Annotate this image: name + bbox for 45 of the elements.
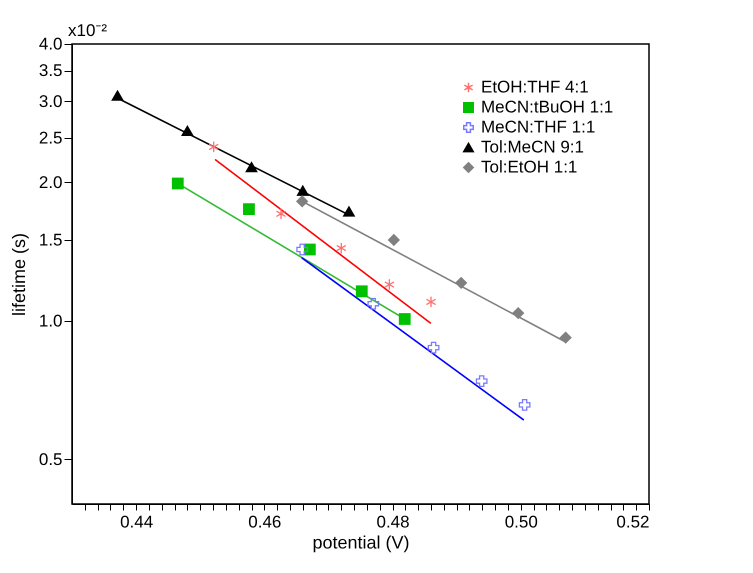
point xyxy=(428,342,440,354)
legend-label: Tol:MeCN 9:1 xyxy=(481,138,584,156)
point xyxy=(243,203,255,216)
point xyxy=(296,185,309,196)
point xyxy=(336,242,346,254)
point xyxy=(455,276,468,289)
legend-label: EtOH:THF 4:1 xyxy=(481,78,589,96)
x-tick-label: 0.50 xyxy=(504,512,538,532)
y-tick-label: 1.0 xyxy=(38,311,62,330)
point xyxy=(296,195,308,208)
point xyxy=(367,298,380,310)
point xyxy=(388,234,400,246)
point xyxy=(276,208,286,220)
point xyxy=(112,90,124,101)
y-tick-label: 0.5 xyxy=(38,450,62,469)
point xyxy=(384,278,395,290)
x-tick-label: 0.48 xyxy=(376,512,410,532)
point xyxy=(560,332,572,344)
point xyxy=(208,140,219,153)
point xyxy=(246,162,258,172)
x-tick-label: 0.44 xyxy=(120,512,154,532)
y-tick-label: 4.0 xyxy=(38,34,62,54)
y-tick-label: 2.5 xyxy=(38,128,62,148)
y-axis-title: lifetime (s) xyxy=(8,232,29,316)
legend-label: MeCN:THF 1:1 xyxy=(481,118,596,136)
x-tick-label: 0.46 xyxy=(248,512,282,532)
legend-label: MeCN:tBuOH 1:1 xyxy=(481,98,614,116)
text: x10⁻² xyxy=(68,21,108,40)
y-tick-label: 2.0 xyxy=(38,172,62,192)
point xyxy=(476,375,488,387)
y-tick-label: 3.0 xyxy=(38,92,62,111)
point xyxy=(343,206,355,217)
point xyxy=(296,244,308,256)
y-tick-label: 1.5 xyxy=(38,230,62,250)
point xyxy=(426,296,436,308)
point xyxy=(518,398,531,411)
point xyxy=(182,126,194,136)
point xyxy=(512,307,524,320)
point xyxy=(356,285,368,298)
x-axis-title: potential (V) xyxy=(312,532,410,552)
legend-label: Tol:EtOH 1:1 xyxy=(481,158,578,176)
x-tick-label: 0.52 xyxy=(616,512,650,532)
y-tick-label: 3.5 xyxy=(38,61,62,80)
point xyxy=(398,313,411,325)
point xyxy=(172,178,184,190)
